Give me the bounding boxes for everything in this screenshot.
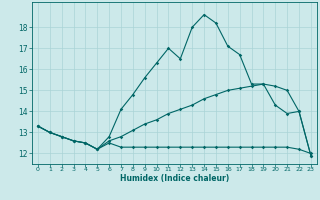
- X-axis label: Humidex (Indice chaleur): Humidex (Indice chaleur): [120, 174, 229, 183]
